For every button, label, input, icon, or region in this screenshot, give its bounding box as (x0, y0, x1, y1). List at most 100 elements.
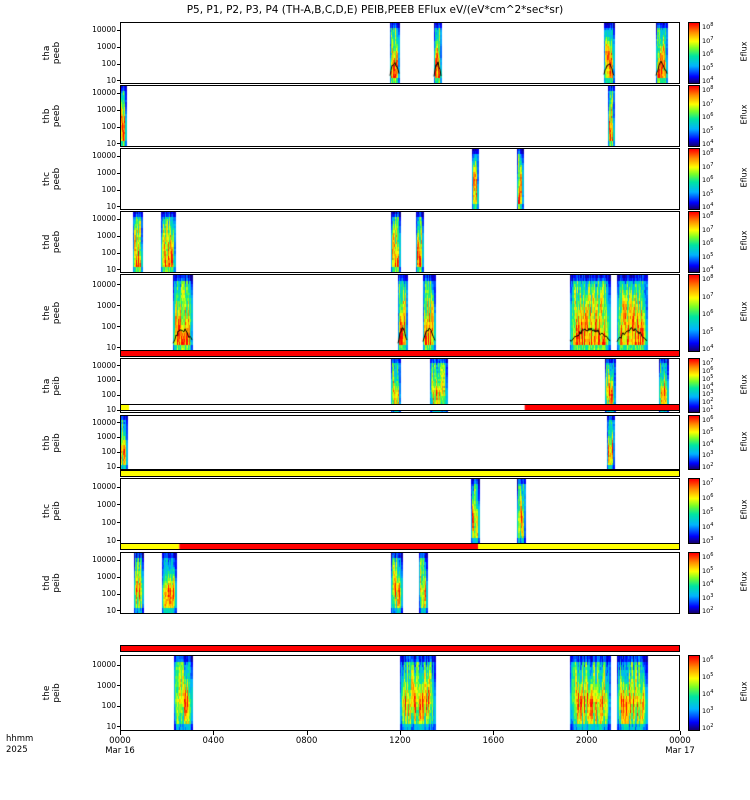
ytick-label: 100 (101, 321, 116, 331)
ytick-label: 100 (101, 517, 116, 527)
ytick-label: 100 (101, 122, 116, 132)
panel-yticks: 10 100 1000 10000 (70, 274, 116, 352)
panel-ylabel-the-peib: the peib (42, 683, 62, 703)
status-bar-1 (120, 404, 680, 411)
colorbar-tick: 105 (702, 326, 714, 336)
colorbar-the-peib (688, 655, 700, 731)
spectrogram-panel-thb-peeb (120, 85, 680, 147)
spectrogram-panel-thb-peib (120, 415, 680, 470)
colorbar-tick: 105 (702, 373, 714, 383)
colorbar-thd-peib (688, 552, 700, 614)
panel-yticks: 10 100 1000 10000 (70, 478, 116, 544)
colorbar-tick: 107 (702, 478, 714, 488)
colorbar-tick: 107 (702, 358, 714, 368)
spectrogram-panel-thd-peeb (120, 211, 680, 273)
colorbar-label: Eflux (739, 41, 749, 62)
spectrogram-canvas (121, 553, 679, 613)
colorbar-tick: 103 (702, 450, 714, 460)
spectrogram-panel-tha-peeb (120, 22, 680, 84)
xtick-label: 0400 (202, 736, 225, 746)
colorbar-label: Eflux (739, 301, 749, 322)
ytick-label: 10 (106, 342, 116, 352)
xtick-label: 0800 (295, 736, 318, 746)
ytick-label: 10 (106, 605, 116, 615)
colorbar-tick: 108 (702, 274, 714, 284)
colorbar-label: Eflux (739, 374, 749, 394)
ytick-label: 100 (101, 390, 116, 400)
spectrogram-canvas (121, 149, 679, 209)
colorbar-tick: 107 (702, 291, 714, 301)
colorbar-tick: 106 (702, 552, 714, 562)
colorbar-label: Eflux (739, 431, 749, 451)
ytick-label: 1000 (96, 105, 116, 115)
colorbar-tick: 105 (702, 507, 714, 517)
spectrogram-canvas (121, 359, 679, 412)
ytick-label: 10000 (92, 360, 116, 370)
ytick-label: 10000 (92, 214, 116, 224)
colorbar-tick: 105 (702, 125, 714, 135)
colorbar-tick: 103 (702, 592, 714, 602)
ytick-label: 1000 (96, 680, 116, 690)
colorbar-tick: 106 (702, 492, 714, 502)
panel-yticks: 10 100 1000 10000 (70, 358, 116, 413)
colorbar-tick: 106 (702, 309, 714, 319)
ytick-label: 100 (101, 447, 116, 457)
colorbar-label: Eflux (739, 571, 749, 592)
ytick-label: 10000 (92, 151, 116, 161)
colorbar-tick: 106 (702, 112, 714, 122)
colorbar-tick: 103 (702, 536, 714, 546)
status-bar-0 (120, 350, 680, 357)
colorbar-label: Eflux (739, 167, 749, 188)
colorbar-thc-peeb (688, 148, 700, 210)
spectrogram-panel-thc-peeb (120, 148, 680, 210)
ytick-label: 1000 (96, 499, 116, 509)
ytick-label: 100 (101, 701, 116, 711)
panel-ylabel-thd-peeb: thd peeb (42, 230, 62, 254)
ytick-label: 1000 (96, 168, 116, 178)
status-bar-3 (120, 543, 680, 550)
colorbar-tha-peeb (688, 22, 700, 84)
colorbar-tick: 106 (702, 49, 714, 59)
ytick-label: 10 (106, 264, 116, 274)
colorbar-tick: 105 (702, 565, 714, 575)
colorbar-tick: 104 (702, 344, 714, 354)
colorbar-tick: 104 (702, 139, 714, 149)
chart-title: P5, P1, P2, P3, P4 (TH-A,B,C,D,E) PEIB,P… (186, 4, 564, 16)
ytick-label: 1000 (96, 375, 116, 385)
ytick-label: 100 (101, 185, 116, 195)
colorbar-label: Eflux (739, 104, 749, 125)
spectrogram-panel-the-peib (120, 655, 680, 731)
xtick-label: 2000 (575, 736, 598, 746)
panel-yticks: 10 100 1000 10000 (70, 85, 116, 147)
xaxis-date-label: Mar 17 (665, 746, 695, 756)
colorbar-tick: 105 (702, 62, 714, 72)
ytick-label: 10 (106, 201, 116, 211)
spectrogram-panel-the-peeb (120, 274, 680, 352)
colorbar-tick: 105 (702, 426, 714, 436)
status-bar-4 (120, 645, 680, 652)
colorbar-thb-peib (688, 415, 700, 470)
panel-ylabel-thc-peeb: thc peeb (42, 167, 62, 191)
ytick-label: 100 (101, 589, 116, 599)
ytick-label: 10000 (92, 482, 116, 491)
colorbar-tick: 105 (702, 251, 714, 261)
colorbar-tick: 107 (702, 35, 714, 45)
colorbar-tick: 101 (702, 405, 714, 415)
panel-ylabel-tha-peeb: tha peeb (42, 41, 62, 65)
colorbar-tick: 104 (702, 521, 714, 531)
status-bar-2 (120, 470, 680, 477)
spectrogram-canvas (121, 23, 679, 83)
colorbar-tick: 107 (702, 161, 714, 171)
colorbar-thd-peeb (688, 211, 700, 273)
colorbar-tick: 108 (702, 211, 714, 221)
spectrogram-canvas (121, 416, 679, 469)
colorbar-thc-peib (688, 478, 700, 544)
ytick-label: 100 (101, 59, 116, 69)
colorbar-tick: 106 (702, 655, 714, 665)
ytick-label: 10000 (92, 417, 116, 427)
ytick-label: 1000 (96, 300, 116, 310)
ytick-label: 10000 (92, 25, 116, 35)
colorbar-label: Eflux (739, 230, 749, 251)
xtick-label: 1600 (482, 736, 505, 746)
